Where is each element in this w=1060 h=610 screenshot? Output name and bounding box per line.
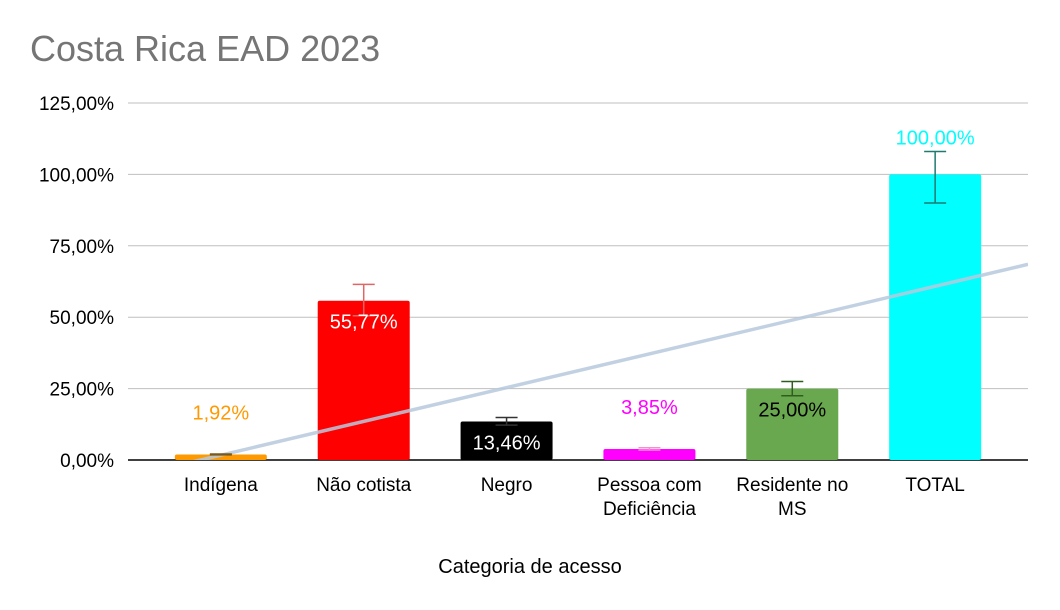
x-tick-label-line: TOTAL — [905, 475, 964, 496]
data-label: 13,46% — [473, 433, 541, 455]
y-tick-label: 50,00% — [50, 308, 115, 329]
y-tick-label: 100,00% — [39, 165, 114, 186]
x-tick-label: Não cotista — [316, 475, 411, 496]
data-labels: 1,92% 55,77% 13,46% 3,85% 25,00% 100,00% — [192, 128, 974, 455]
bars — [174, 174, 982, 460]
x-tick-label-line: MS — [778, 499, 807, 520]
y-tick-label: 25,00% — [50, 380, 115, 401]
data-label: 25,00% — [758, 400, 826, 422]
bar — [889, 174, 982, 460]
y-tick-label: 0,00% — [60, 451, 114, 472]
data-label: 100,00% — [896, 128, 975, 150]
x-tick-label-line: Indígena — [184, 475, 258, 496]
x-tick-label-line: Não cotista — [316, 475, 411, 496]
x-tick-label-line: Deficiência — [603, 499, 696, 520]
x-axis-title: Categoria de acesso — [438, 556, 622, 578]
data-label: 55,77% — [330, 312, 398, 334]
chart-title: Costa Rica EAD 2023 — [30, 28, 381, 69]
x-tick-label-line: Pessoa com — [597, 475, 702, 496]
trendline-layer — [192, 262, 1028, 460]
data-label: 3,85% — [621, 397, 678, 419]
x-tick-label: TOTAL — [905, 475, 964, 496]
trendline — [192, 262, 1028, 460]
x-tick-label: Negro — [481, 475, 533, 496]
x-axis-category-labels: Indígena Não cotista Negro Pessoa com Defici… — [184, 475, 965, 520]
gridlines — [128, 102, 1028, 461]
x-tick-label-line: Residente no — [736, 475, 848, 496]
y-axis-tick-labels: 0,00% 25,00% 50,00% 75,00% 100,00% 125,00% — [39, 94, 114, 472]
bar — [460, 421, 553, 460]
x-tick-label: Residente no MS — [736, 475, 848, 520]
bar — [174, 454, 267, 460]
bar — [317, 300, 410, 460]
error-bars — [209, 150, 947, 456]
data-label: 1,92% — [192, 403, 249, 425]
bar — [603, 449, 696, 460]
bar — [746, 388, 839, 460]
y-tick-label: 125,00% — [39, 94, 114, 115]
y-tick-label: 75,00% — [50, 237, 115, 258]
x-tick-label: Indígena — [184, 475, 258, 496]
x-tick-label: Pessoa com Deficiência — [597, 475, 702, 520]
x-tick-label-line: Negro — [481, 475, 533, 496]
